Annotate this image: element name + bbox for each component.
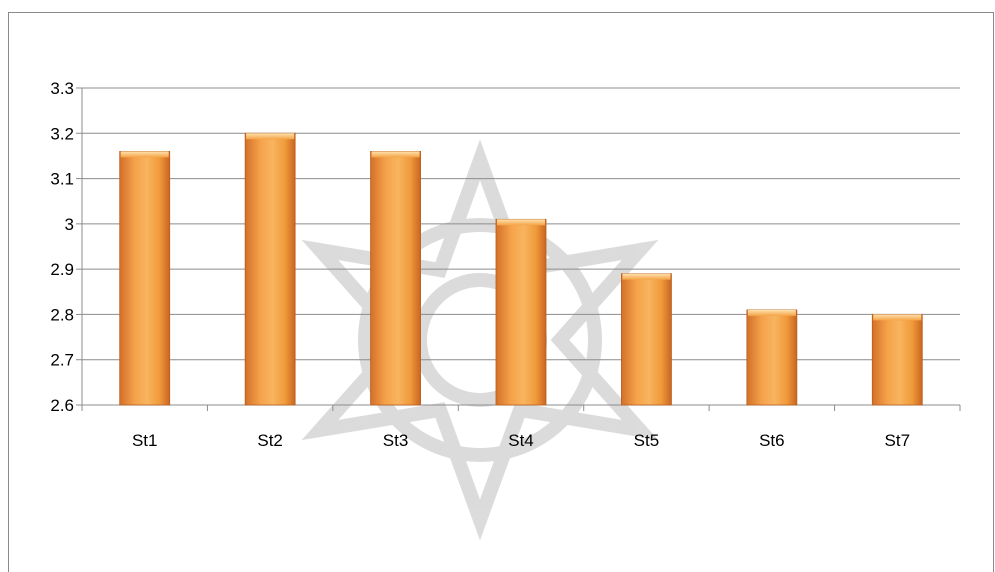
x-category-label: St3 (383, 431, 409, 450)
bar-St6 (746, 309, 798, 406)
bar-body (370, 150, 421, 406)
x-category-label: St5 (634, 431, 660, 450)
y-tick-label: 2.6 (50, 396, 74, 415)
bars (119, 132, 923, 406)
bar-body (119, 150, 171, 406)
bar-highlight (747, 309, 796, 316)
bar-highlight (497, 219, 545, 226)
bar-St7 (871, 314, 923, 406)
bar-body (495, 218, 547, 406)
bar-body (746, 309, 798, 406)
x-category-label: St7 (885, 431, 911, 450)
bar-body (244, 132, 296, 406)
bar-St1 (119, 150, 171, 406)
y-tick-label: 2.9 (50, 260, 74, 279)
x-category-label: St6 (759, 431, 785, 450)
y-tick-label: 3.1 (50, 170, 74, 189)
y-tick-label: 3.2 (50, 124, 74, 143)
bar-highlight (622, 273, 671, 280)
bar-St2 (244, 132, 296, 406)
bar-St5 (621, 273, 672, 406)
y-tick-label: 2.7 (50, 351, 74, 370)
y-tick-label: 2.8 (50, 305, 74, 324)
bar-highlight (873, 314, 922, 321)
watermark (301, 139, 659, 541)
y-tick-label: 3 (65, 215, 74, 234)
x-category-label: St4 (508, 431, 534, 450)
bar-St4 (495, 218, 547, 406)
bar-highlight (120, 151, 169, 158)
y-axis: 2.6 2.7 2.8 2.9 3 3.1 3.2 3.3 (50, 79, 83, 415)
y-tick-label: 3.3 (50, 79, 74, 98)
x-category-label: St2 (257, 431, 283, 450)
x-category-label: St1 (132, 431, 158, 450)
bar-body (621, 273, 672, 406)
bar-highlight (371, 151, 420, 158)
bar-body (871, 314, 923, 406)
bar-highlight (246, 133, 295, 140)
bar-St3 (370, 150, 421, 406)
